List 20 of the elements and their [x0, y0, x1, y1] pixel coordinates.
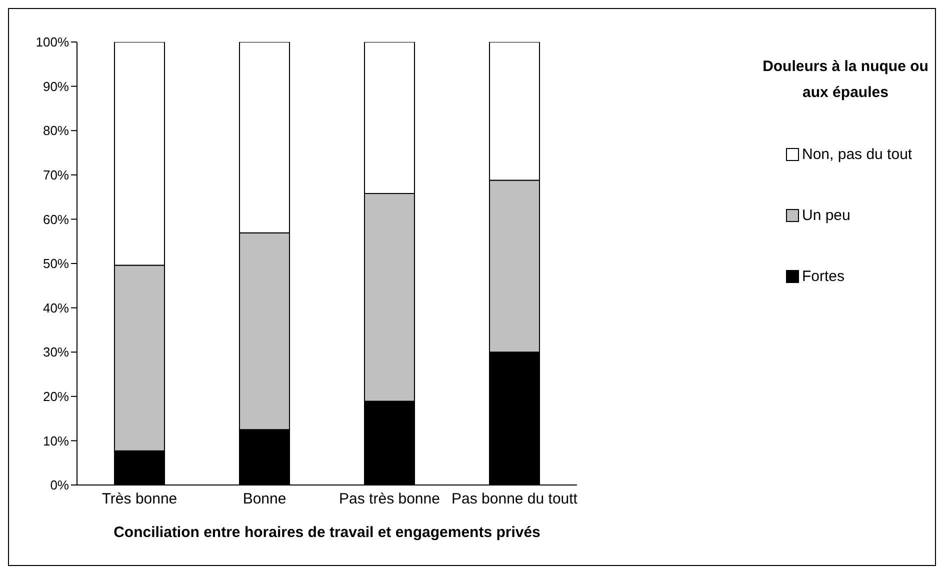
legend-label: Fortes — [802, 268, 845, 285]
y-tick-label: 0% — [50, 478, 70, 493]
y-tick-label: 70% — [42, 168, 70, 183]
y-tick-label: 90% — [42, 78, 70, 94]
x-tick-label: Bonne — [242, 490, 286, 508]
y-tick-label: 60% — [42, 212, 70, 227]
y-tick-label: 100% — [36, 34, 70, 50]
y-tick-label: 10% — [42, 433, 70, 448]
y-tick-label: 30% — [42, 344, 70, 360]
y-tick-label: 50% — [42, 256, 70, 272]
y-tick-label: 40% — [42, 300, 70, 316]
x-tick-label: Pas bonne du toutt — [452, 490, 578, 508]
x-tick-label: Très bonne — [102, 490, 178, 508]
x-tick-label: Pas très bonne — [339, 490, 440, 508]
legend-label: Non, pas du tout — [802, 146, 912, 163]
y-tick-label: 80% — [42, 123, 70, 138]
x-axis-title: Conciliation entre horaires de travail et engagements privés — [114, 524, 540, 541]
y-tick-label: 20% — [42, 389, 70, 404]
legend-title: Douleurs à la nuque ou aux épaules — [762, 57, 930, 103]
legend-label: Un peu — [802, 207, 850, 224]
